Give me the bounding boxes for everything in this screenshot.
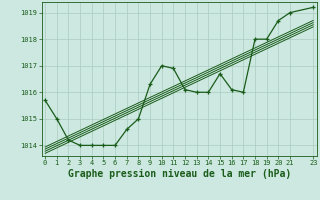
- X-axis label: Graphe pression niveau de la mer (hPa): Graphe pression niveau de la mer (hPa): [68, 169, 291, 179]
